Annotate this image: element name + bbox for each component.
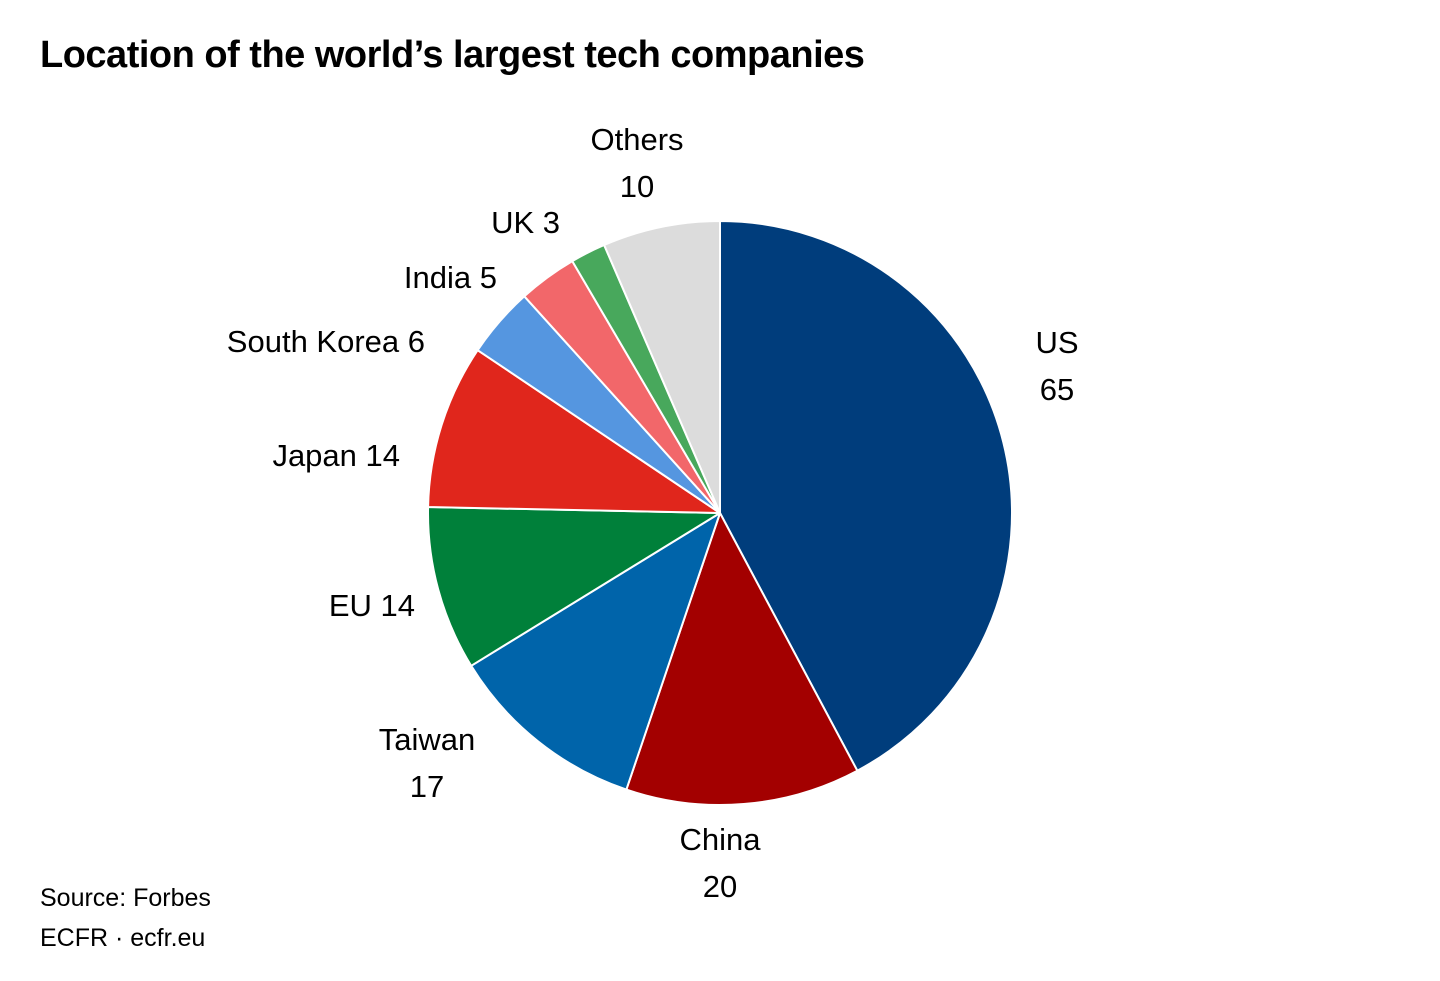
chart-title: Location of the world’s largest tech com…: [40, 34, 865, 76]
pie-slice-others: [603, 220, 721, 514]
slice-label-uk: UK 3: [491, 205, 560, 240]
slice-label-us: US 65: [1035, 325, 1078, 407]
pie-slice-japan: [427, 349, 721, 514]
slice-label-taiwan: Taiwan 17: [379, 722, 476, 804]
pie-slice-china: [625, 512, 859, 806]
credit-note: ECFR · ecfr.eu: [40, 924, 206, 952]
pie-slice-us: [719, 220, 1013, 772]
slice-label-china: China 20: [680, 822, 762, 904]
slice-label-japan: Japan 14: [272, 438, 400, 473]
slice-label-others: Others 10: [590, 122, 683, 204]
source-note: Source: Forbes: [40, 884, 211, 912]
slice-label-south-korea: South Korea 6: [227, 324, 425, 359]
slice-label-india: India 5: [404, 260, 497, 295]
pie-slice-eu: [427, 506, 721, 667]
pie-slice-taiwan: [470, 512, 721, 791]
slice-label-eu: EU 14: [329, 588, 415, 623]
